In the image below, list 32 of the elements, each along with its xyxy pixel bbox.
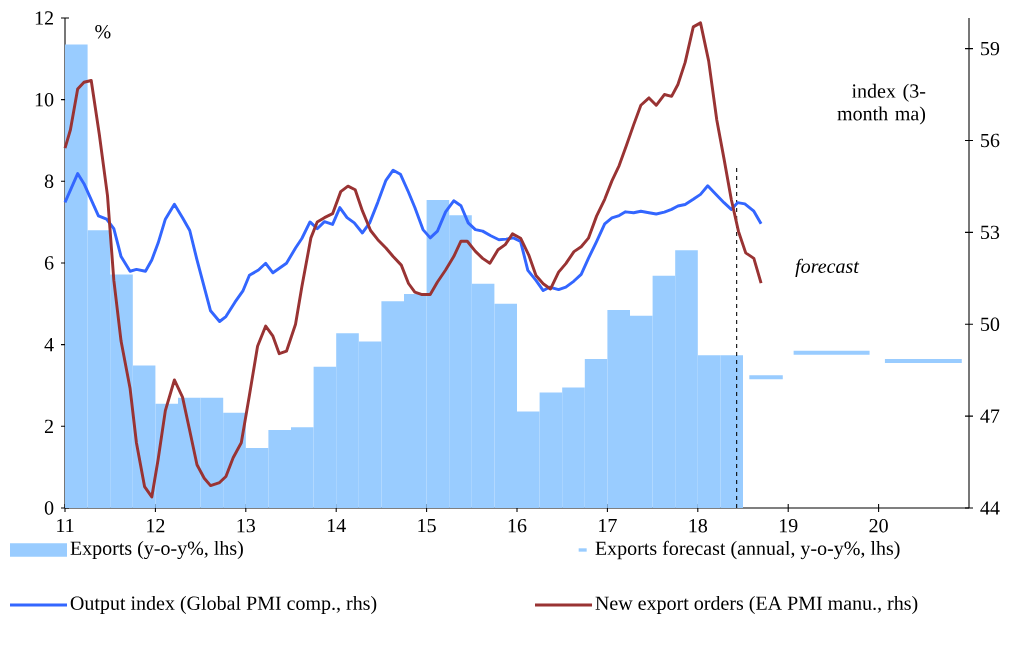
y-tick-label: 0 [44, 501, 54, 515]
y-axis-title: % [95, 24, 111, 39]
line-series [63, 21, 763, 499]
y-tick-label: 12 [35, 11, 53, 25]
annotation: forecast [795, 258, 860, 278]
x-tick-label: 12 [147, 518, 165, 533]
y-tick-label: 6 [44, 256, 54, 270]
x-tick-label: 20 [869, 518, 888, 533]
x-tick-label: 15 [418, 518, 436, 533]
y-tick-label: 8 [44, 174, 54, 189]
y2-axis-title: index (3-month ma) [837, 83, 926, 125]
legend-label: Exports (y-o-y%, lhs) [70, 540, 243, 560]
line-series [63, 168, 763, 323]
x-tick-label: 14 [327, 518, 346, 533]
y2-tick-label: 53 [981, 225, 1000, 240]
x-tick-label: 11 [57, 518, 74, 533]
x-tick-label: 19 [779, 518, 798, 533]
legend-label: Exports forecast (annual, y-o-y%, lhs) [595, 540, 900, 560]
y2-tick-label: 44 [980, 501, 1000, 515]
y2-tick-label: 47 [980, 409, 1000, 423]
x-tick-label: 18 [689, 518, 708, 533]
x-tick-label: 13 [237, 518, 256, 533]
x-tick-label: 16 [508, 518, 527, 533]
y2-tick-label: 50 [981, 317, 1000, 331]
y-tick-label: 2 [44, 419, 53, 433]
y2-tick-label: 59 [981, 41, 1000, 56]
y-tick-label: 4 [44, 338, 54, 352]
legend-label: New export orders (EA PMI manu., rhs) [595, 595, 918, 615]
y-tick-label: 10 [35, 92, 54, 107]
y2-tick-label: 56 [981, 133, 1000, 148]
x-tick-label: 17 [599, 518, 617, 533]
legend-label: Output index (Global PMI comp., rhs) [70, 595, 377, 615]
